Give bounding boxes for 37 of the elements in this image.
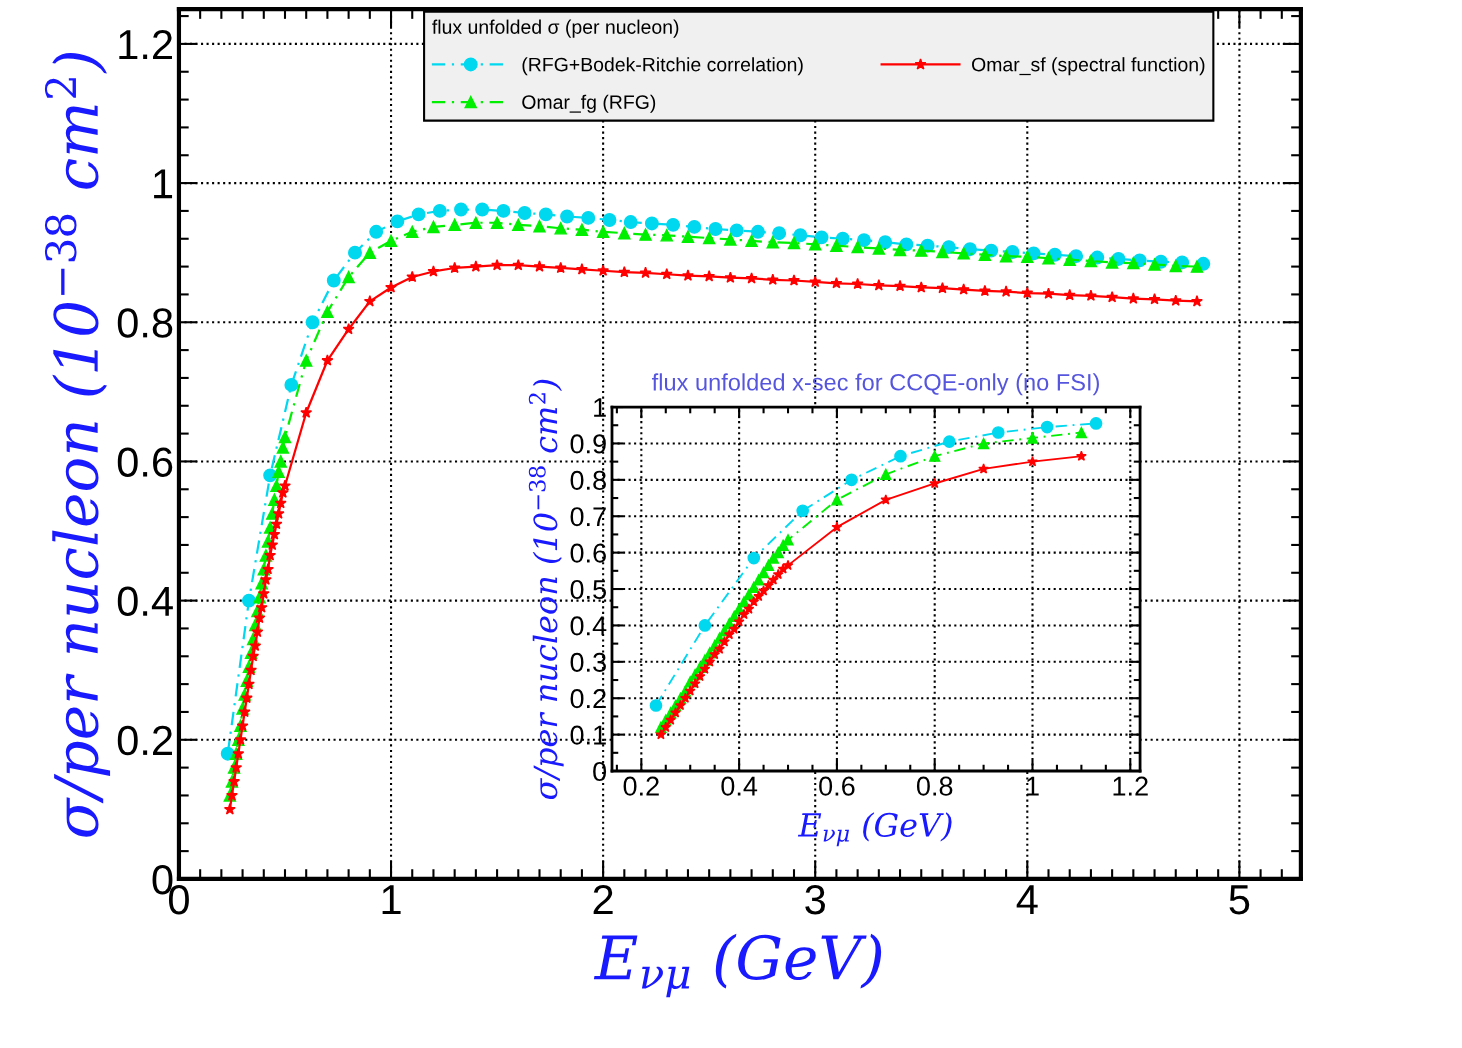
y-tick-label: 0 xyxy=(593,761,607,782)
y-tick-label: 0.1 xyxy=(570,725,606,745)
x-axis-title: E$_{νμ}$ (GeV) xyxy=(593,933,882,998)
y-tick-label: 0.8 xyxy=(117,308,173,338)
y-tick-label: 0.2 xyxy=(117,725,172,756)
y-tick-label: 0.8 xyxy=(570,470,606,490)
legend-label: (RFG+Bodek-Ritchie correlation) xyxy=(522,57,803,76)
y-tick-label: 0.2 xyxy=(570,689,606,709)
legend-label: Omar_sf (spectral function) xyxy=(972,57,1205,76)
y-tick-label: 0.4 xyxy=(570,616,607,636)
x-tick-label: 4 xyxy=(1016,885,1038,915)
y-tick-label: 0.6 xyxy=(570,543,606,563)
x-tick-label: 3 xyxy=(805,884,825,915)
chart-title: flux unfolded x-sec for CCQE-only (no FSI) xyxy=(651,373,1099,396)
y-tick-label: 0.6 xyxy=(117,447,173,477)
y-tick-label: 1 xyxy=(594,398,606,417)
y-tick-label: 0.9 xyxy=(570,434,606,454)
y-tick-label: 0.4 xyxy=(117,586,173,617)
legend-label: Omar_fg (RFG) xyxy=(522,94,656,113)
x-axis-title: E$_{νμ}$ (GeV) xyxy=(797,812,952,847)
y-tick-label: 0.3 xyxy=(570,652,606,672)
x-tick-label: 1 xyxy=(1027,776,1039,796)
legend-title: flux unfolded σ (per nucleon) xyxy=(432,19,679,38)
x-tick-label: 2 xyxy=(593,884,613,915)
x-tick-label: 1 xyxy=(382,885,401,915)
y-axis-title: σ/per nucleon (10$^{−38}$ cm$^{2}$) xyxy=(44,53,111,837)
x-tick-label: 0.4 xyxy=(721,776,758,796)
x-tick-label: 0.2 xyxy=(623,776,659,796)
x-tick-label: 1.2 xyxy=(1113,776,1148,796)
x-tick-label: 5 xyxy=(1229,885,1250,915)
y-tick-label: 1 xyxy=(154,169,173,199)
y-tick-label: 0.5 xyxy=(570,579,606,600)
y-tick-label: 0.7 xyxy=(570,507,606,527)
y-tick-label: 1.2 xyxy=(119,29,172,60)
y-axis-title: σ/per nucleon (10$^{−38}$ cm$^{2}$) xyxy=(528,379,564,800)
x-tick-label: 0.6 xyxy=(819,776,855,796)
x-tick-label: 0.8 xyxy=(916,776,953,796)
